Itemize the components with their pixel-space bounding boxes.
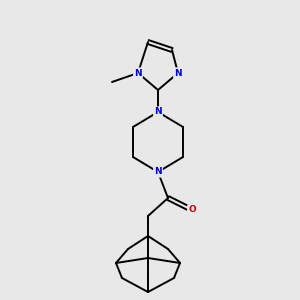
Text: N: N <box>154 107 162 116</box>
Text: N: N <box>134 68 142 77</box>
Text: N: N <box>174 68 182 77</box>
Text: O: O <box>188 206 196 214</box>
Text: N: N <box>154 167 162 176</box>
